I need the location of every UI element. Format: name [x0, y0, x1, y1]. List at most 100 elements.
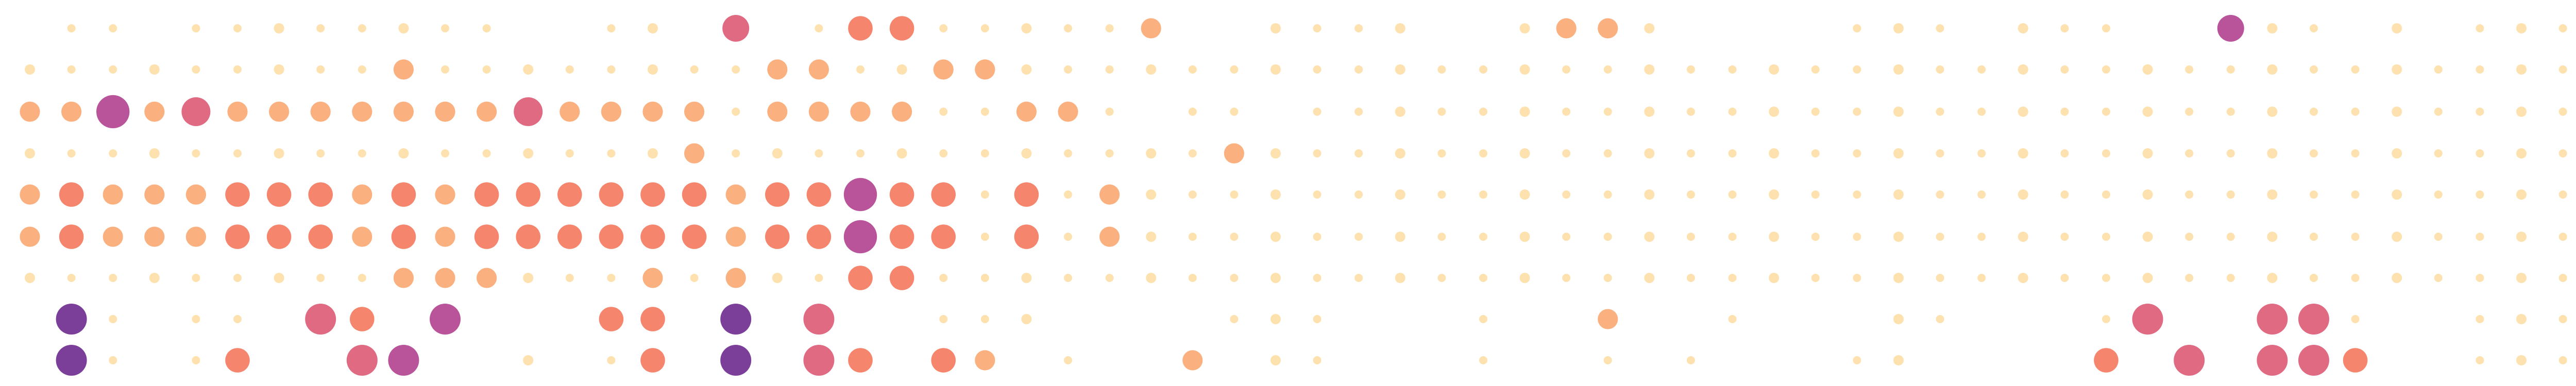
- data-point: [1354, 65, 1363, 74]
- data-point: [1313, 315, 1321, 323]
- data-point: [1853, 108, 1861, 116]
- data-point: [1270, 23, 1281, 33]
- data-point: [2434, 65, 2443, 74]
- data-point: [1893, 314, 1904, 324]
- data-point: [1437, 65, 1446, 74]
- data-point: [233, 274, 242, 282]
- data-point: [149, 148, 160, 159]
- data-point: [1313, 274, 1321, 282]
- data-point: [648, 23, 658, 33]
- data-point: [477, 268, 497, 288]
- data-point: [1064, 356, 1072, 364]
- data-point: [2102, 24, 2110, 32]
- data-point: [2558, 24, 2567, 32]
- data-point: [1936, 274, 1944, 282]
- data-point: [1562, 190, 1571, 199]
- data-point: [1853, 149, 1861, 157]
- data-point: [557, 182, 582, 207]
- data-point: [1224, 143, 1244, 164]
- data-point: [227, 101, 248, 122]
- data-point: [352, 226, 372, 247]
- data-point: [565, 149, 574, 157]
- data-point: [720, 304, 752, 335]
- data-point: [308, 224, 333, 249]
- data-point: [1853, 274, 1861, 282]
- data-point: [2142, 273, 2153, 283]
- data-point: [732, 149, 740, 157]
- data-point: [772, 148, 783, 159]
- data-point: [2060, 65, 2069, 74]
- data-point: [2185, 149, 2194, 157]
- data-point: [1014, 182, 1039, 207]
- data-point: [1105, 108, 1114, 116]
- data-point: [2392, 273, 2402, 283]
- data-point: [2392, 148, 2402, 159]
- data-point: [2132, 304, 2163, 335]
- data-point: [1811, 274, 1820, 282]
- data-point: [56, 304, 87, 335]
- data-point: [67, 149, 76, 157]
- data-point: [435, 184, 455, 205]
- data-point: [2185, 233, 2194, 241]
- data-point: [1977, 149, 1986, 157]
- data-point: [767, 59, 788, 80]
- data-point: [1562, 65, 1571, 74]
- data-point: [435, 101, 455, 122]
- data-point: [1519, 64, 1530, 75]
- data-point: [352, 184, 372, 205]
- data-point: [2185, 108, 2194, 116]
- data-point: [316, 24, 325, 32]
- data-point: [642, 101, 663, 122]
- data-point: [889, 16, 914, 41]
- data-point: [192, 24, 200, 32]
- data-point: [2102, 315, 2110, 323]
- data-point: [1893, 232, 1904, 242]
- data-point: [233, 149, 242, 157]
- data-point: [1395, 273, 1405, 283]
- data-point: [767, 101, 788, 122]
- data-point: [1977, 190, 1986, 199]
- data-point: [1977, 233, 1986, 241]
- data-point: [1853, 24, 1861, 32]
- data-point: [1644, 107, 1655, 117]
- data-point: [482, 65, 491, 74]
- data-point: [192, 65, 200, 74]
- data-point: [1437, 233, 1446, 241]
- data-point: [1230, 315, 1239, 323]
- data-point: [1188, 108, 1197, 116]
- data-point: [2476, 233, 2484, 241]
- data-point: [980, 108, 989, 116]
- data-point: [607, 274, 616, 282]
- data-point: [2476, 356, 2484, 364]
- data-point: [109, 24, 117, 32]
- data-point: [1811, 149, 1820, 157]
- data-point: [1479, 274, 1487, 282]
- data-point: [393, 101, 414, 122]
- data-point: [2310, 65, 2318, 74]
- data-point: [1728, 274, 1737, 282]
- data-point: [1395, 64, 1405, 75]
- data-point: [2102, 149, 2110, 157]
- data-point: [2392, 232, 2402, 242]
- data-point: [109, 149, 117, 157]
- data-point: [144, 184, 165, 205]
- data-point: [2060, 149, 2069, 157]
- data-point: [1687, 65, 1695, 74]
- data-point: [149, 273, 160, 283]
- data-point: [1105, 149, 1114, 157]
- data-point: [648, 148, 658, 159]
- data-point: [2226, 233, 2235, 241]
- data-point: [1313, 233, 1321, 241]
- data-point: [388, 345, 419, 376]
- data-point: [274, 23, 284, 33]
- data-point: [391, 224, 416, 249]
- data-point: [843, 178, 877, 212]
- data-point: [1603, 233, 1612, 241]
- data-point: [1182, 350, 1203, 371]
- data-point: [2018, 64, 2028, 75]
- data-point: [435, 268, 455, 288]
- data-point: [1479, 315, 1487, 323]
- data-point: [1479, 190, 1487, 199]
- data-point: [848, 266, 873, 290]
- data-point: [607, 24, 616, 32]
